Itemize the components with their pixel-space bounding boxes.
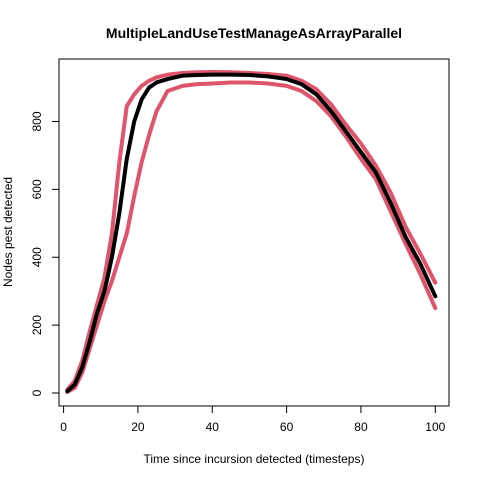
y-tick-label: 200	[30, 315, 44, 335]
x-axis-label: Time since incursion detected (timesteps…	[144, 452, 365, 466]
y-tick-label: 0	[30, 389, 44, 396]
x-tick-label: 0	[60, 420, 67, 434]
y-tick-label: 400	[30, 247, 44, 267]
y-tick-label: 600	[30, 179, 44, 199]
chart-title: MultipleLandUseTestManageAsArrayParallel	[106, 25, 402, 41]
series-line-bound	[65, 69, 438, 392]
series-line-mean	[65, 72, 438, 394]
series-layer	[65, 69, 438, 394]
x-tick-label: 80	[354, 420, 368, 434]
x-tick-label: 40	[206, 420, 220, 434]
y-tick-label: 800	[30, 111, 44, 131]
x-axis: 0 20 40 60 80 100	[60, 405, 446, 434]
x-tick-label: 20	[131, 420, 145, 434]
x-tick-label: 60	[280, 420, 294, 434]
series-line-bound	[65, 80, 438, 394]
y-axis: 0 200 400 600 800	[30, 111, 60, 396]
x-tick-label: 100	[425, 420, 445, 434]
y-axis-label: Nodes pest detected	[1, 177, 15, 287]
